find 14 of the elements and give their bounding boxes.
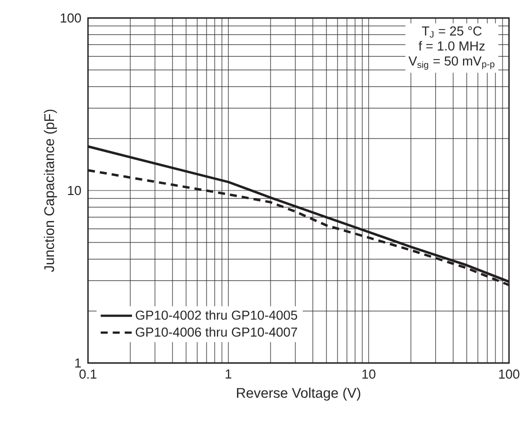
x-tick-label: 0.1 [79,370,96,379]
legend-label: GP10-4006 thru GP10-4007 [136,327,298,337]
x-tick-label: 100 [499,370,520,379]
x-axis-title: Reverse Voltage (V) [237,388,360,401]
y-tick-label: 1 [75,358,81,368]
y-axis-title: Junction Capacitance (pF) [44,110,57,272]
x-tick-label: 10 [362,370,376,379]
annotation: T$_{J}$ = 25 °C [422,26,482,38]
y-tick-label: 100 [60,13,81,23]
y-tick-label: 10 [68,186,81,196]
legend-label: GP10-4002 thru GP10-4005 [136,310,298,320]
annotation: f = 1.0 MHz [418,41,485,51]
annotation: V$_{sig}$ = 50 mV$_{p-p}$ [408,56,494,70]
x-tick-label: 1 [226,370,232,378]
